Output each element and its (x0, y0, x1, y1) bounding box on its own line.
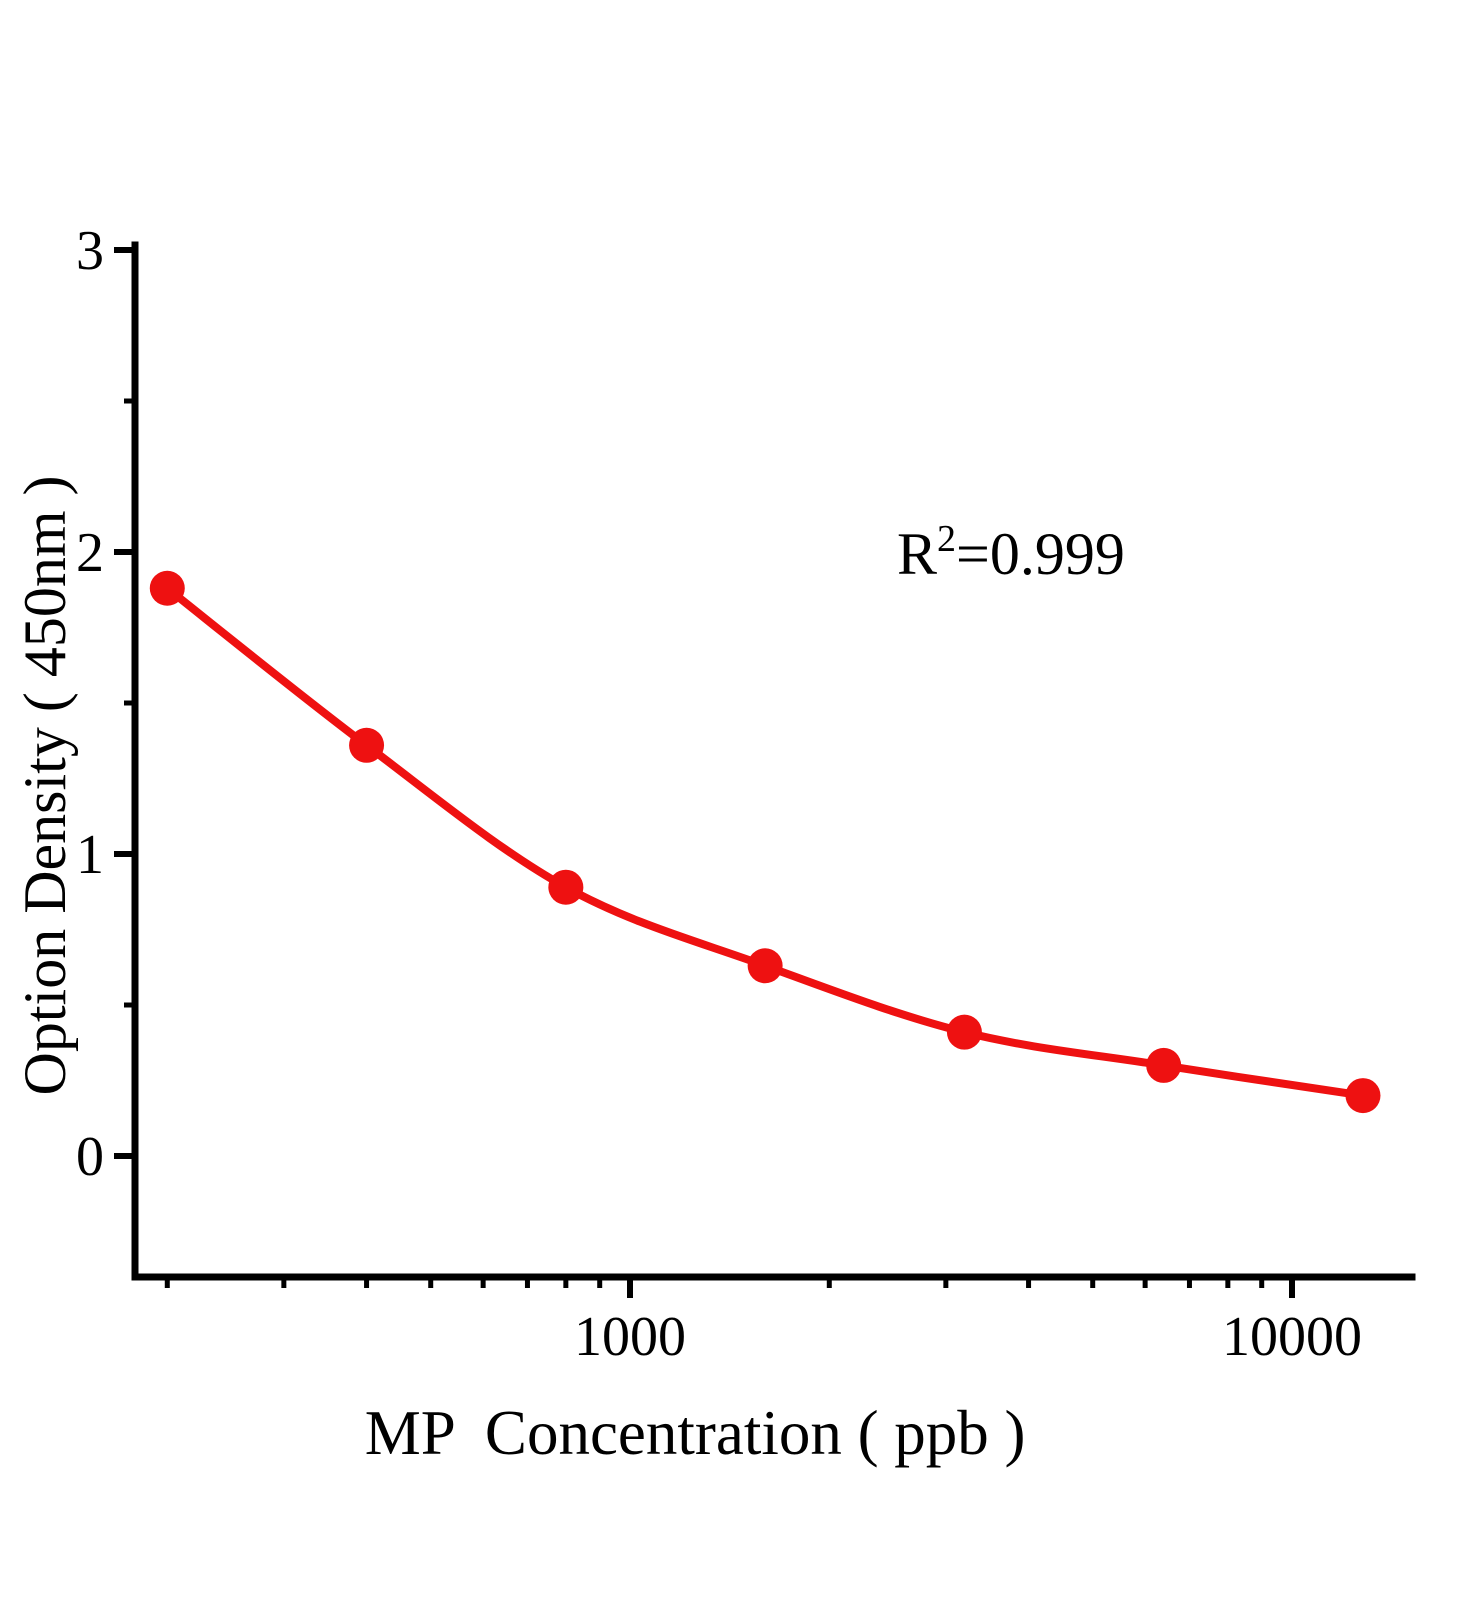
axes-spines (131, 241, 1416, 1281)
data-point-marker (149, 570, 185, 606)
data-point-marker (349, 727, 385, 763)
y-axis-title: Option Density ( 450nm ) (12, 460, 78, 1096)
r-squared-annotation: R2=0.999 (897, 520, 1125, 587)
x-axis-tick-label: 1000 (574, 1306, 686, 1368)
y-axis-tick-label: 3 (76, 220, 104, 282)
y-axis-tick-label: 1 (76, 824, 104, 886)
data-point-marker (747, 948, 783, 984)
data-point-marker (548, 869, 584, 905)
x-axis-title: MP Concentration ( ppb ) (364, 1398, 1042, 1468)
y-axis-tick-label: 2 (76, 522, 104, 584)
data-point-marker (1345, 1078, 1381, 1114)
y-axis-tick-label: 0 (76, 1126, 104, 1188)
r-squared-value: =0.999 (956, 521, 1125, 587)
standard-curve-line (163, 584, 1367, 1100)
x-axis-tick-label: 10000 (1222, 1306, 1362, 1368)
data-point-marker (946, 1014, 982, 1050)
data-point-marker (1146, 1047, 1182, 1083)
r-squared-base: R (897, 521, 938, 587)
r-squared-superscript: 2 (937, 518, 957, 560)
